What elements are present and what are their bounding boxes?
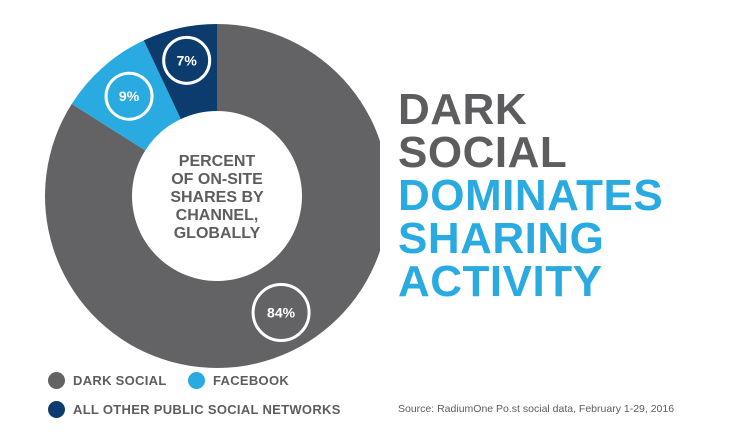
center-label-line: GLOBALLY	[174, 225, 261, 242]
donut-slice-facebook	[71, 40, 181, 151]
legend-swatch-dark-social	[48, 372, 65, 390]
legend-item-dark-social: DARK SOCIAL	[48, 372, 167, 390]
source-note: Source: RadiumOne Po.st social data, Feb…	[398, 403, 675, 415]
legend-label: FACEBOOK	[213, 373, 290, 389]
value-label-dark-social: 84%	[267, 305, 296, 321]
center-label-line: CHANNEL,	[176, 207, 259, 224]
value-badge-facebook	[104, 71, 154, 121]
donut-slice-other-networks	[143, 24, 217, 120]
donut-slice-dark-social	[45, 24, 380, 368]
value-badge-other-networks	[162, 35, 212, 85]
legend-item-facebook: FACEBOOK	[188, 372, 290, 390]
legend-swatch-facebook	[188, 372, 205, 390]
legend-swatch-other-networks	[48, 401, 65, 419]
headline-line-1: DARK	[398, 85, 528, 134]
headline-line-3: DOMINATES	[398, 171, 664, 220]
legend-label: DARK SOCIAL	[73, 373, 167, 389]
value-label-facebook: 9%	[119, 88, 140, 104]
headline-line-5: ACTIVITY	[398, 257, 603, 306]
headline-line-2: SOCIAL	[398, 128, 568, 177]
headline: DARK SOCIAL DOMINATES SHARING ACTIVITY	[398, 85, 664, 306]
headline-line-4: SHARING	[398, 214, 605, 263]
center-label-line: SHARES BY	[170, 189, 264, 206]
center-label-line: OF ON-SITE	[171, 171, 263, 188]
legend-label: ALL OTHER PUBLIC SOCIAL NETWORKS	[73, 402, 341, 418]
value-label-other-networks: 7%	[177, 52, 198, 68]
center-label-line: PERCENT	[179, 153, 256, 170]
legend-item-other-networks: ALL OTHER PUBLIC SOCIAL NETWORKS	[48, 401, 341, 419]
value-badge-dark-social	[251, 283, 311, 343]
